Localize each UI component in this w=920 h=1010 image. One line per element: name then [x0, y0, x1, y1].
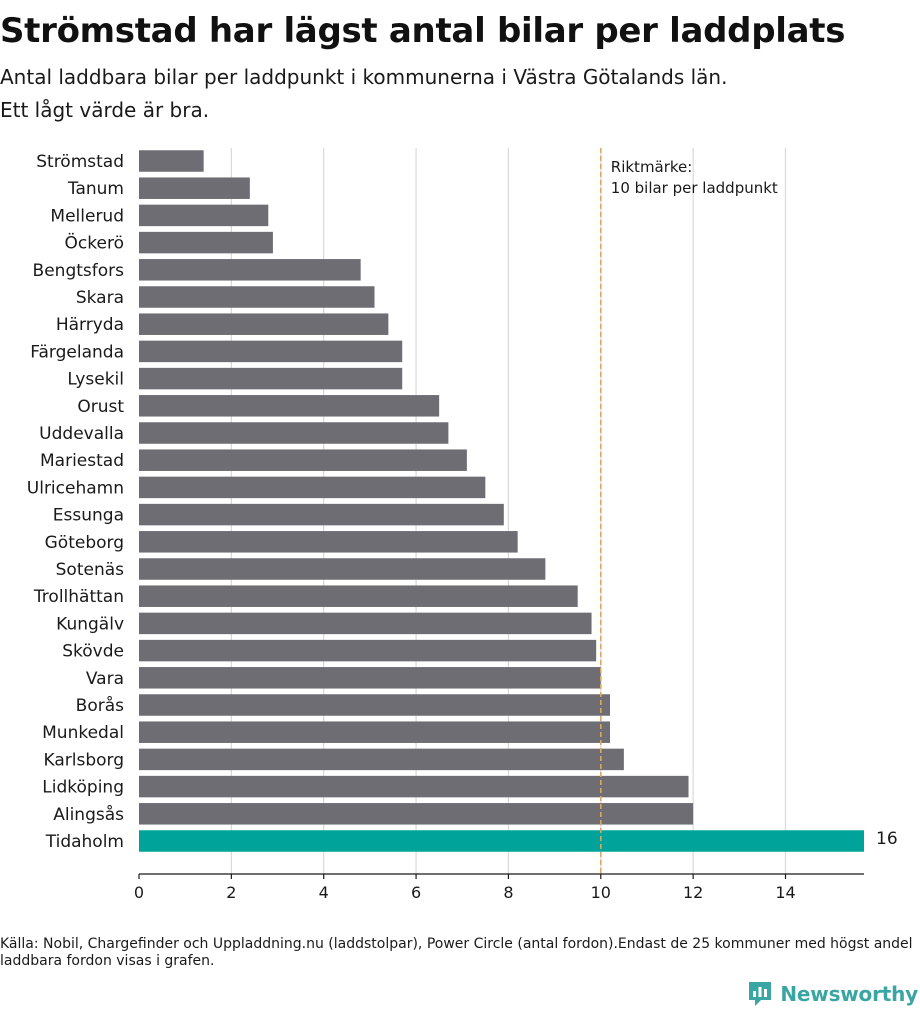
bar-lidköping: [139, 775, 689, 798]
category-label: Munkedal: [42, 723, 124, 743]
bar-chart: Riktmärke: 10 bilar per laddpunkt Ströms…: [27, 148, 898, 902]
bar-munkedal: [139, 721, 611, 743]
chart-subtitle-line-1: Antal laddbara bilar per laddpunkt i kom…: [0, 65, 728, 89]
bar-bengtsfors: [139, 259, 361, 281]
category-label: Mellerud: [50, 206, 124, 226]
category-label: Tanum: [67, 179, 124, 199]
bar-orust: [139, 395, 440, 417]
category-label: Mariestad: [40, 451, 124, 471]
category-label: Lidköping: [42, 778, 124, 798]
category-label: Färgelanda: [30, 342, 124, 362]
bar-alingsås: [139, 803, 694, 825]
bar-karlsborg: [139, 748, 624, 771]
brand-logo[interactable]: Newsworthy: [747, 978, 918, 1010]
category-label: Kungälv: [56, 614, 124, 634]
bar-färgelanda: [139, 340, 403, 363]
x-tick-label: 2: [226, 883, 236, 902]
x-tick-label: 12: [683, 883, 703, 902]
bar-öckerö: [139, 231, 273, 254]
category-label: Orust: [77, 397, 124, 417]
bar-lysekil: [139, 367, 403, 390]
category-label: Härryda: [56, 315, 124, 335]
bar-strömstad: [139, 150, 204, 172]
bar-borås: [139, 694, 611, 716]
bar-sotenäs: [139, 558, 546, 580]
truncated-bar-value-label: 16: [876, 829, 898, 849]
category-label: Trollhättan: [33, 587, 124, 607]
category-label: Uddevalla: [39, 424, 124, 444]
bar-härryda: [139, 313, 389, 335]
bar-essunga: [139, 503, 504, 526]
x-tick-label: 6: [411, 883, 421, 902]
brand-name: Newsworthy: [780, 982, 918, 1006]
reference-line-label-detail: 10 bilar per laddpunkt: [611, 179, 778, 197]
x-tick-label: 4: [319, 883, 329, 902]
bars: [139, 150, 864, 852]
bar-tidaholm: [139, 830, 864, 852]
category-label: Ulricehamn: [27, 478, 124, 498]
category-label: Essunga: [53, 506, 124, 526]
category-label: Bengtsfors: [33, 261, 125, 281]
reference-line-group: Riktmärke: 10 bilar per laddpunkt: [599, 148, 778, 874]
bar-göteborg: [139, 531, 518, 553]
bar-mellerud: [139, 204, 269, 227]
chart-subtitle-line-2: Ett lågt värde är bra.: [0, 98, 210, 122]
category-label: Skara: [76, 288, 124, 308]
x-tick-label: 8: [503, 883, 513, 902]
category-label: Sotenäs: [56, 560, 125, 580]
category-label: Karlsborg: [43, 750, 124, 770]
x-tick-label: 14: [775, 883, 795, 902]
category-labels: Strömstad Tanum Mellerud Öckerö Bengtsfors Sk…: [27, 152, 898, 852]
bar-skara: [139, 286, 375, 308]
reference-line-label: Riktmärke:: [611, 158, 693, 176]
bar-uddevalla: [139, 422, 449, 444]
category-label: Göteborg: [45, 533, 124, 553]
bar-ulricehamn: [139, 476, 486, 499]
bar-mariestad: [139, 449, 467, 471]
x-tick-label: 0: [134, 883, 144, 902]
newsworthy-logo-icon: [749, 982, 772, 1006]
category-label: Borås: [76, 695, 124, 716]
category-label: Öckerö: [65, 232, 124, 254]
bar-skövde: [139, 639, 597, 662]
category-label: Vara: [86, 669, 124, 689]
category-label: Skövde: [62, 642, 124, 662]
x-tick-label: 10: [591, 883, 611, 902]
bar-tanum: [139, 177, 250, 199]
category-label: Lysekil: [67, 370, 124, 390]
category-label: Alingsås: [53, 804, 124, 825]
bar-kungälv: [139, 612, 592, 635]
category-label: Strömstad: [36, 152, 124, 172]
category-label: Tidaholm: [45, 832, 124, 852]
source-note: Källa: Nobil, Chargefinder och Uppladdni…: [0, 936, 913, 969]
x-axis: 0 2 4 6 8 10 12 14: [134, 873, 864, 902]
chart-title: Strömstad har lägst antal bilar per ladd…: [0, 11, 846, 51]
bar-vara: [139, 667, 601, 689]
bar-trollhättan: [139, 585, 578, 607]
